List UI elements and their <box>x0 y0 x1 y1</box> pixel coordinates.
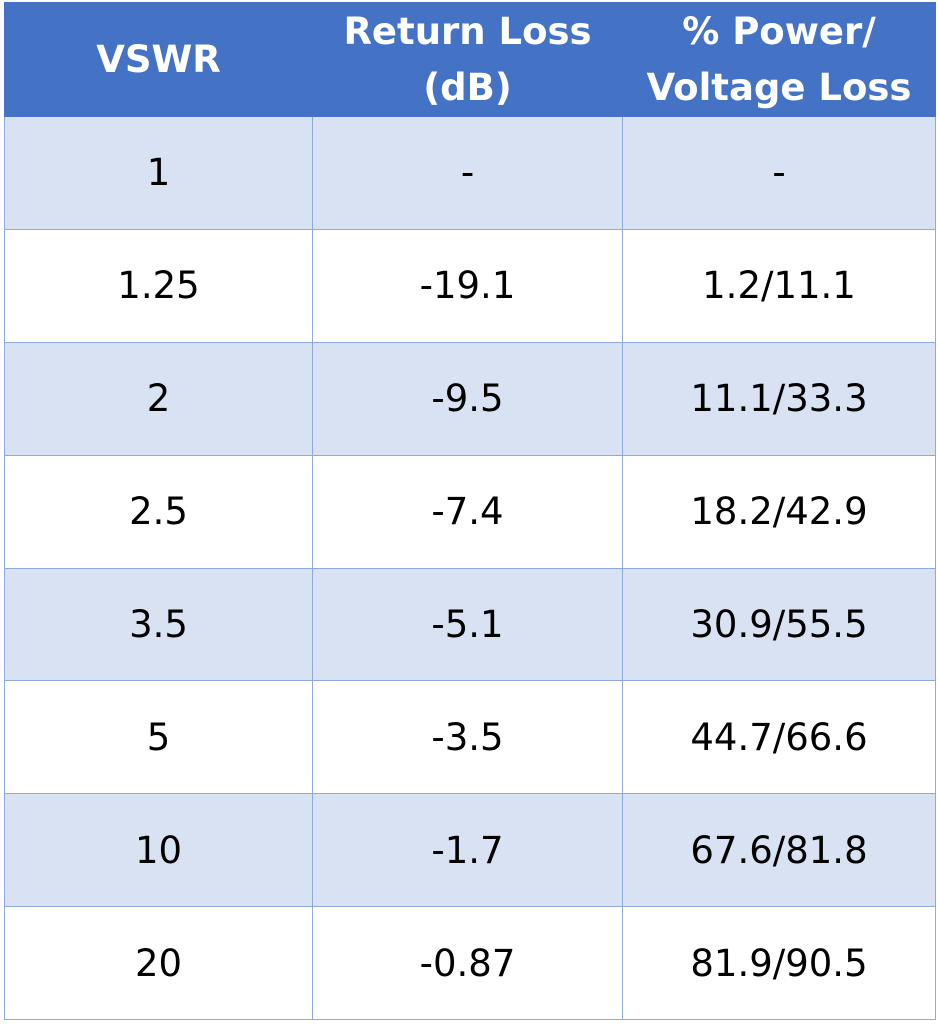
table-row: 10 -1.7 67.6/81.8 <box>4 793 936 908</box>
header-return-loss-line-2: (dB) <box>423 65 512 109</box>
cell-power-voltage-loss: 11.1/33.3 <box>622 341 936 456</box>
cell-return-loss: -9.5 <box>312 341 623 456</box>
header-return-loss: Return Loss (dB) <box>312 2 623 117</box>
table-row: 1.25 -19.1 1.2/11.1 <box>4 228 936 343</box>
table-row: 5 -3.5 44.7/66.6 <box>4 680 936 795</box>
header-power-loss-line-2: Voltage Loss <box>646 65 912 109</box>
cell-return-loss: -3.5 <box>312 680 623 795</box>
cell-power-voltage-loss: 67.6/81.8 <box>622 793 936 908</box>
cell-vswr: 2 <box>4 341 313 456</box>
header-return-loss-line-1: Return Loss <box>343 9 592 53</box>
header-row: VSWR Return Loss (dB) % Power/ Voltage L… <box>4 2 936 117</box>
cell-return-loss: -1.7 <box>312 793 623 908</box>
cell-power-voltage-loss: 30.9/55.5 <box>622 567 936 682</box>
cell-vswr: 3.5 <box>4 567 313 682</box>
cell-return-loss: -0.87 <box>312 906 623 1020</box>
cell-return-loss: -19.1 <box>312 228 623 343</box>
table-row: 2 -9.5 11.1/33.3 <box>4 341 936 456</box>
cell-return-loss: -5.1 <box>312 567 623 682</box>
cell-power-voltage-loss: 44.7/66.6 <box>622 680 936 795</box>
table-row: 3.5 -5.1 30.9/55.5 <box>4 567 936 682</box>
header-vswr-line-1: VSWR <box>96 37 221 81</box>
vswr-table-container: VSWR Return Loss (dB) % Power/ Voltage L… <box>4 2 936 1020</box>
cell-vswr: 2.5 <box>4 454 313 569</box>
vswr-table: VSWR Return Loss (dB) % Power/ Voltage L… <box>4 2 936 1020</box>
header-vswr: VSWR <box>4 2 313 117</box>
header-power-voltage-loss: % Power/ Voltage Loss <box>622 2 936 117</box>
cell-vswr: 20 <box>4 906 313 1020</box>
cell-power-voltage-loss: - <box>622 116 936 230</box>
cell-return-loss: -7.4 <box>312 454 623 569</box>
table-row: 2.5 -7.4 18.2/42.9 <box>4 454 936 569</box>
header-power-loss-line-1: % Power/ <box>682 9 876 53</box>
cell-return-loss: - <box>312 116 623 230</box>
table-row: 1 - - <box>4 116 936 230</box>
cell-vswr: 10 <box>4 793 313 908</box>
table-row: 20 -0.87 81.9/90.5 <box>4 906 936 1020</box>
cell-vswr: 1 <box>4 116 313 230</box>
cell-power-voltage-loss: 18.2/42.9 <box>622 454 936 569</box>
cell-vswr: 1.25 <box>4 228 313 343</box>
cell-power-voltage-loss: 1.2/11.1 <box>622 228 936 343</box>
cell-vswr: 5 <box>4 680 313 795</box>
cell-power-voltage-loss: 81.9/90.5 <box>622 906 936 1020</box>
